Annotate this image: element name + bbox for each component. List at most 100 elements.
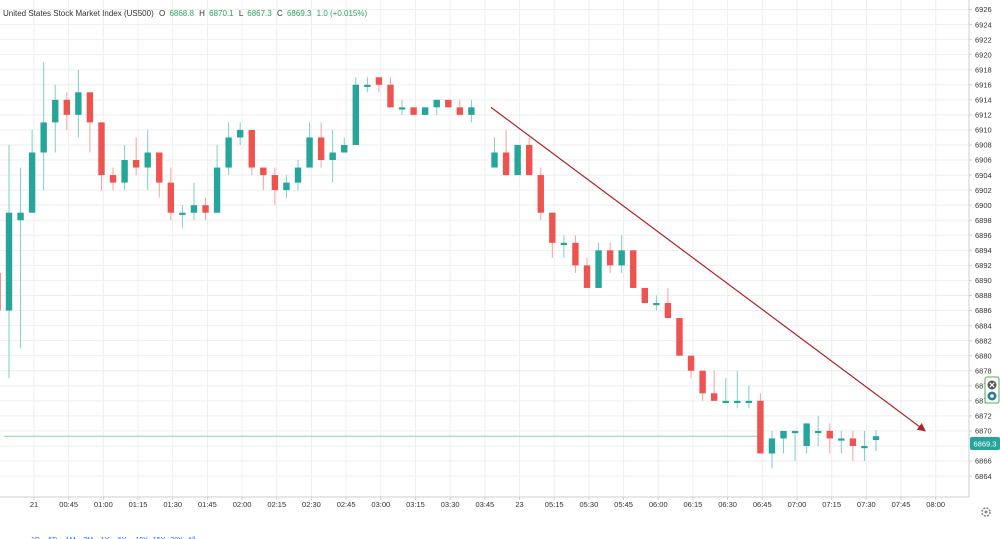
candle-body [641,287,648,303]
candle-body [156,152,163,183]
candle [838,430,845,454]
candle-body [86,92,94,123]
candle [653,295,660,311]
price-badge: 6869.3 [970,437,1000,450]
candle-body [815,430,822,434]
candle [803,423,810,454]
candle-body [352,84,359,145]
candle [260,167,267,191]
candle [398,99,406,115]
candle-body [560,242,568,245]
candle-body [410,107,417,115]
candle [317,122,325,168]
candle [768,430,776,469]
timeframe-button[interactable]: 1M [66,537,76,539]
candle [433,99,440,115]
candle [179,205,186,228]
timeframe-button[interactable]: 10Y [135,537,148,539]
candle [537,167,544,221]
candle [5,144,13,379]
candle-body [502,152,510,176]
timeframe-button[interactable]: 20Y [170,537,183,539]
candle-body [468,107,475,115]
chart-title: United States Stock Market Index (US500) [3,9,154,18]
close-value: 6869.3 [287,9,312,18]
timeframe-button[interactable]: 5Y [118,537,127,539]
side-toolbar[interactable] [984,376,1000,404]
candle-body [306,137,313,168]
y-tick-label: 6902 [975,186,992,195]
candle [375,77,383,93]
candle-body [271,175,279,191]
timeframe-button[interactable]: 5D [48,537,57,539]
y-tick-label: 6920 [975,50,992,59]
candle [352,77,359,145]
candle-body [826,430,833,439]
candle [780,430,787,454]
y-tick-label: 6890 [975,276,992,285]
candle [618,235,625,273]
gear-icon[interactable] [981,507,991,517]
candle [52,84,59,153]
timeframe-button[interactable]: All [188,537,196,539]
timeframe-button[interactable]: 1D [31,537,40,539]
y-tick-label: 6926 [975,5,992,14]
y-tick-label: 6924 [975,20,992,29]
candle-body [606,250,614,266]
candle-body [213,167,221,213]
x-tick-label: 01:00 [94,500,113,509]
x-tick-label: 07:45 [892,500,911,509]
low-value: 6867.3 [247,9,272,18]
candle-body [179,212,186,215]
candle [710,370,718,401]
candle-body [537,175,544,213]
x-tick-label: 02:15 [267,500,286,509]
x-tick-label: 06:15 [684,500,703,509]
candle-body [421,107,429,115]
candle-body [63,99,70,115]
change-value: 1.0 (+0.015%) [317,9,368,18]
candle-body [17,212,24,221]
x-tick-label: 02:30 [302,500,321,509]
y-tick-label: 6910 [975,126,992,135]
candle [225,122,232,176]
candle-body [40,122,47,153]
y-tick-label: 6914 [975,96,992,105]
candle-body [294,167,302,183]
y-tick-label: 6882 [975,336,992,345]
candle-body [341,144,348,153]
timeframe-button[interactable]: 3M [83,537,93,539]
candle [63,92,70,130]
candle [445,99,452,108]
timeframe-button[interactable]: 15Y [153,537,166,539]
candle [17,167,24,349]
candle-body [757,400,764,454]
candle-body [28,152,36,213]
settings-icon-glyph [990,394,994,398]
candle-body [491,152,498,168]
candle-body [722,400,729,404]
candle-body [803,423,810,446]
trend-arrow[interactable] [490,106,926,432]
candle-body [572,242,579,266]
candle [213,144,221,213]
candle-body [364,84,371,87]
candle [28,129,36,213]
candle-body [872,436,880,440]
x-tick-label: 07:15 [822,500,841,509]
candle-body [526,144,533,176]
high-value: 6870.1 [209,9,234,18]
candle-body [780,430,787,439]
trend-line[interactable] [490,106,926,432]
candle-body [710,393,718,401]
timeframe-bar[interactable]: 1D 5D 1M 3M 1Y 5Y 10Y 15Y 20Y All [31,537,196,539]
y-tick-label: 6884 [975,321,992,330]
y-tick-label: 6870 [975,427,992,436]
candle [491,137,498,168]
candle [156,152,163,198]
candle-body [109,175,117,183]
close-icon-glyph [989,382,995,388]
timeframe-button[interactable]: 1Y [101,537,110,539]
x-tick-label: 00:45 [59,500,78,509]
